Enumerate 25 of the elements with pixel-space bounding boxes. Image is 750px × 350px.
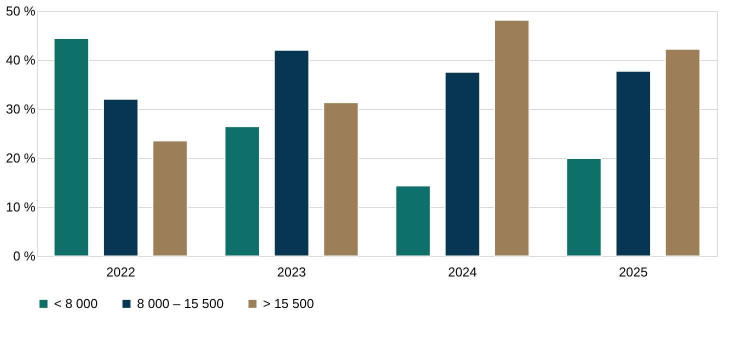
bar [395, 185, 431, 256]
bar [102, 98, 138, 256]
bar [274, 50, 310, 256]
bar [444, 72, 480, 256]
bar [224, 126, 260, 256]
bar [616, 70, 652, 256]
x-tick-label: 2025 [618, 264, 648, 280]
y-tick-label: 20 % [6, 150, 36, 166]
bar [494, 20, 530, 256]
y-tick-label: 40 % [6, 52, 36, 68]
y-tick-label: 0 % [13, 248, 36, 264]
x-tick-label: 2022 [106, 264, 136, 280]
bar [664, 48, 700, 256]
y-tick-label: 10 % [6, 200, 36, 214]
bar [54, 38, 90, 256]
x-tick-label: 2024 [448, 264, 477, 280]
bar [323, 102, 359, 256]
bar [566, 158, 602, 256]
legend-label: 8 000 – 15 500 [137, 296, 224, 311]
bar [152, 140, 188, 256]
y-tick-label: 50 % [6, 4, 36, 18]
x-tick-label: 2023 [277, 264, 306, 280]
legend-label: < 8 000 [54, 296, 98, 311]
legend-label: > 15 500 [263, 296, 314, 311]
y-tick-label: 30 % [6, 102, 36, 116]
